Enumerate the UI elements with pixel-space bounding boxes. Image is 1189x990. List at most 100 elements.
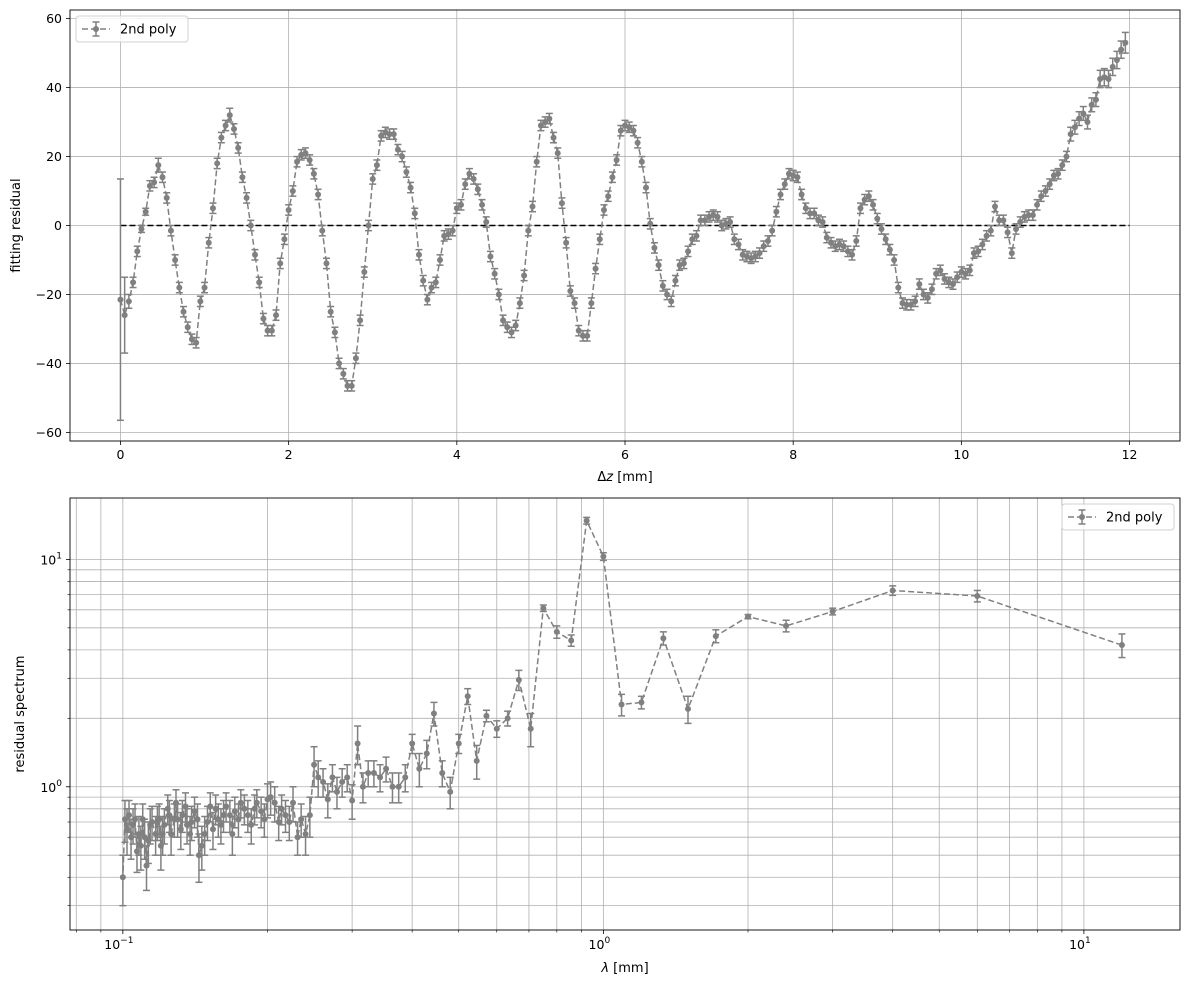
- data-point: [142, 208, 149, 215]
- data-point: [179, 812, 186, 819]
- data-point: [197, 298, 204, 305]
- data-point: [617, 127, 624, 134]
- data-point: [323, 260, 330, 267]
- data-point: [377, 774, 384, 781]
- data-point: [273, 312, 280, 319]
- data-point: [182, 803, 189, 810]
- data-point: [638, 158, 645, 165]
- data-point: [365, 769, 372, 776]
- data-point: [954, 274, 961, 281]
- data-point: [605, 193, 612, 200]
- data-point: [712, 633, 719, 640]
- data-point: [188, 336, 195, 343]
- data-point: [159, 174, 166, 181]
- data-point: [229, 830, 236, 837]
- data-point: [135, 830, 142, 837]
- data-point: [618, 701, 625, 708]
- data-point: [1109, 63, 1116, 70]
- data-point: [176, 284, 183, 291]
- data-point: [949, 281, 956, 288]
- data-point: [302, 830, 309, 837]
- data-point: [664, 291, 671, 298]
- data-point: [525, 227, 532, 234]
- data-point: [504, 324, 511, 331]
- data-point: [399, 153, 406, 160]
- data-point: [634, 139, 641, 146]
- data-point: [319, 227, 326, 234]
- data-point: [941, 275, 948, 282]
- data-point: [455, 740, 462, 747]
- data-point: [420, 277, 427, 284]
- data-point: [540, 605, 547, 612]
- data-point: [133, 848, 140, 855]
- data-point: [638, 699, 645, 706]
- data-point: [159, 830, 166, 837]
- data-point: [222, 122, 229, 129]
- x-tick-label: 101: [1069, 936, 1091, 952]
- data-point: [701, 217, 708, 224]
- data-point: [500, 317, 507, 324]
- data-point: [258, 808, 265, 815]
- x-tick-label: 100: [589, 936, 611, 952]
- spectrum-plot-legend[interactable]: 2nd poly: [1061, 503, 1175, 531]
- y-tick-label: −40: [36, 356, 62, 371]
- data-point: [1067, 131, 1074, 138]
- data-point: [171, 816, 178, 823]
- data-point: [647, 220, 654, 227]
- data-point: [306, 156, 313, 163]
- data-point: [874, 215, 881, 222]
- data-point: [154, 818, 161, 825]
- data-point: [172, 799, 179, 806]
- data-point: [235, 144, 242, 151]
- data-point: [764, 238, 771, 245]
- data-point: [268, 327, 275, 334]
- legend-label: 2nd poly: [1106, 511, 1163, 526]
- data-point: [865, 193, 872, 200]
- data-point: [121, 312, 128, 319]
- data-point: [714, 213, 721, 220]
- data-point: [1118, 642, 1125, 649]
- data-point: [553, 628, 560, 635]
- data-point: [327, 308, 334, 315]
- data-point: [464, 693, 471, 700]
- data-point: [798, 191, 805, 198]
- data-point: [453, 205, 460, 212]
- data-point: [137, 842, 144, 849]
- legend-frame: [1061, 503, 1175, 531]
- data-point: [546, 115, 553, 122]
- data-point: [1034, 201, 1041, 208]
- data-point: [554, 150, 561, 157]
- data-point: [217, 821, 224, 828]
- data-point: [1055, 170, 1062, 177]
- data-point: [235, 816, 242, 823]
- data-point: [315, 774, 322, 781]
- data-point: [349, 797, 356, 804]
- data-point: [223, 803, 230, 810]
- data-point: [937, 267, 944, 274]
- y-tick-label: 40: [46, 80, 62, 95]
- data-point: [193, 339, 200, 346]
- data-point: [126, 812, 133, 819]
- y-tick-label: 20: [46, 149, 62, 164]
- data-point: [310, 170, 317, 177]
- data-point: [357, 317, 364, 324]
- residual-plot-legend[interactable]: 2nd poly: [75, 15, 189, 43]
- data-point: [542, 119, 549, 126]
- data-point: [828, 239, 835, 246]
- data-point: [167, 227, 174, 234]
- data-point: [996, 217, 1003, 224]
- data-point: [331, 329, 338, 336]
- data-point: [659, 282, 666, 289]
- data-point: [504, 715, 511, 722]
- data-point: [195, 852, 202, 859]
- data-point: [260, 315, 267, 322]
- data-point: [483, 712, 490, 719]
- data-point: [458, 201, 465, 208]
- data-point: [147, 821, 154, 828]
- data-point: [680, 260, 687, 267]
- data-point: [180, 308, 187, 315]
- data-point: [600, 553, 607, 560]
- data-point: [558, 200, 565, 207]
- data-point: [575, 327, 582, 334]
